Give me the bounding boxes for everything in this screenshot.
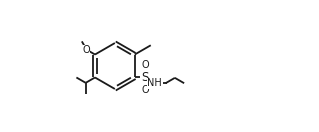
Text: O: O bbox=[141, 60, 149, 70]
Text: O: O bbox=[141, 85, 149, 95]
Text: NH: NH bbox=[147, 78, 162, 88]
Text: S: S bbox=[141, 71, 149, 84]
Text: O: O bbox=[83, 45, 91, 55]
